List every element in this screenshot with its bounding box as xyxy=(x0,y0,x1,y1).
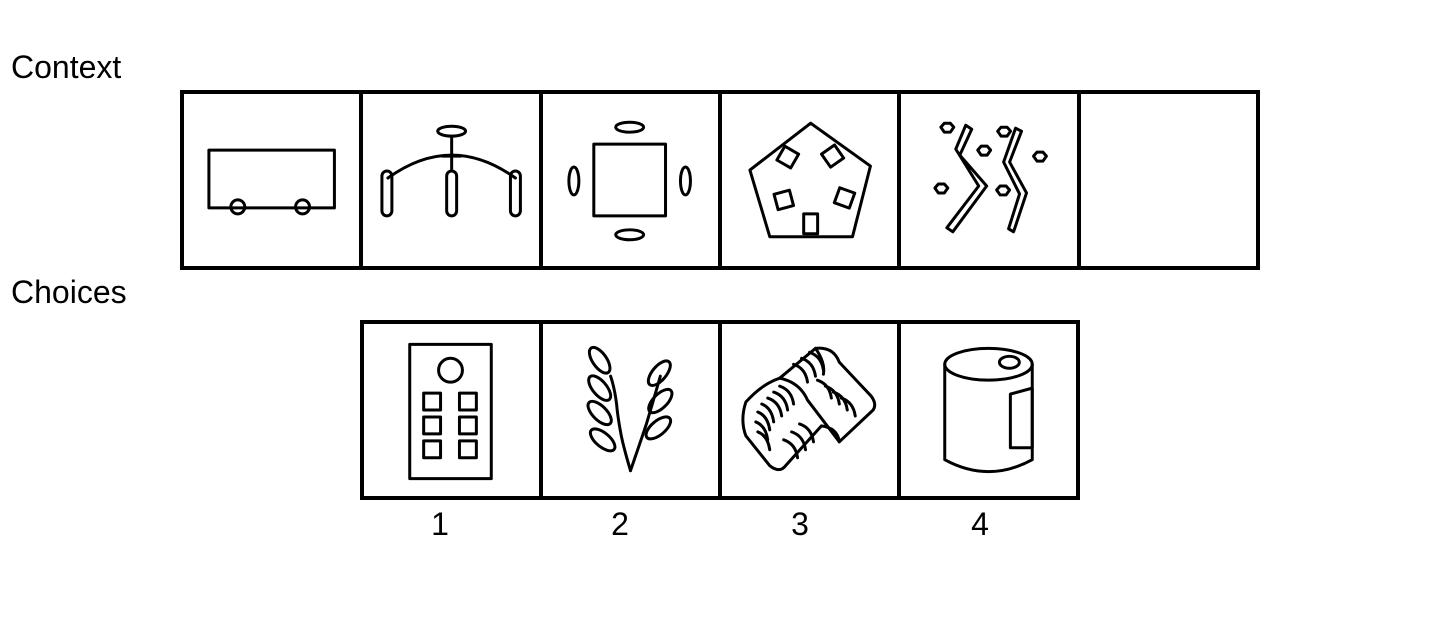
choice-number-2: 2 xyxy=(611,506,629,542)
choice-panel-3[interactable] xyxy=(722,324,901,496)
chandelier-icon xyxy=(380,124,523,218)
choices-label: Choices xyxy=(11,274,127,310)
drum-icon xyxy=(943,346,1034,474)
context-panel-5 xyxy=(901,94,1081,266)
context-panel-4 xyxy=(722,94,902,266)
context-panel-2 xyxy=(363,94,543,266)
square-table-icon xyxy=(567,120,692,242)
context-panel-1 xyxy=(184,94,364,266)
choice-panel-4[interactable] xyxy=(901,324,1076,496)
choice-panel-2[interactable] xyxy=(543,324,722,496)
choice-panel-1[interactable] xyxy=(364,324,543,496)
choice-number-4: 4 xyxy=(971,506,989,542)
zigzag-flowers-icon xyxy=(933,121,1049,234)
bus-icon xyxy=(207,148,336,216)
remote-control-icon xyxy=(408,342,493,481)
pentagon-table-icon xyxy=(748,121,872,239)
branch-icon xyxy=(586,345,674,473)
choice-strip xyxy=(360,320,1080,500)
context-strip xyxy=(180,90,1260,270)
context-panel-3 xyxy=(543,94,722,266)
choice-number-1: 1 xyxy=(431,506,449,542)
roof-tiles-icon xyxy=(741,346,877,472)
context-label: Context xyxy=(11,49,122,85)
choice-number-3: 3 xyxy=(791,506,809,542)
context-panel-empty[interactable] xyxy=(1081,94,1256,266)
